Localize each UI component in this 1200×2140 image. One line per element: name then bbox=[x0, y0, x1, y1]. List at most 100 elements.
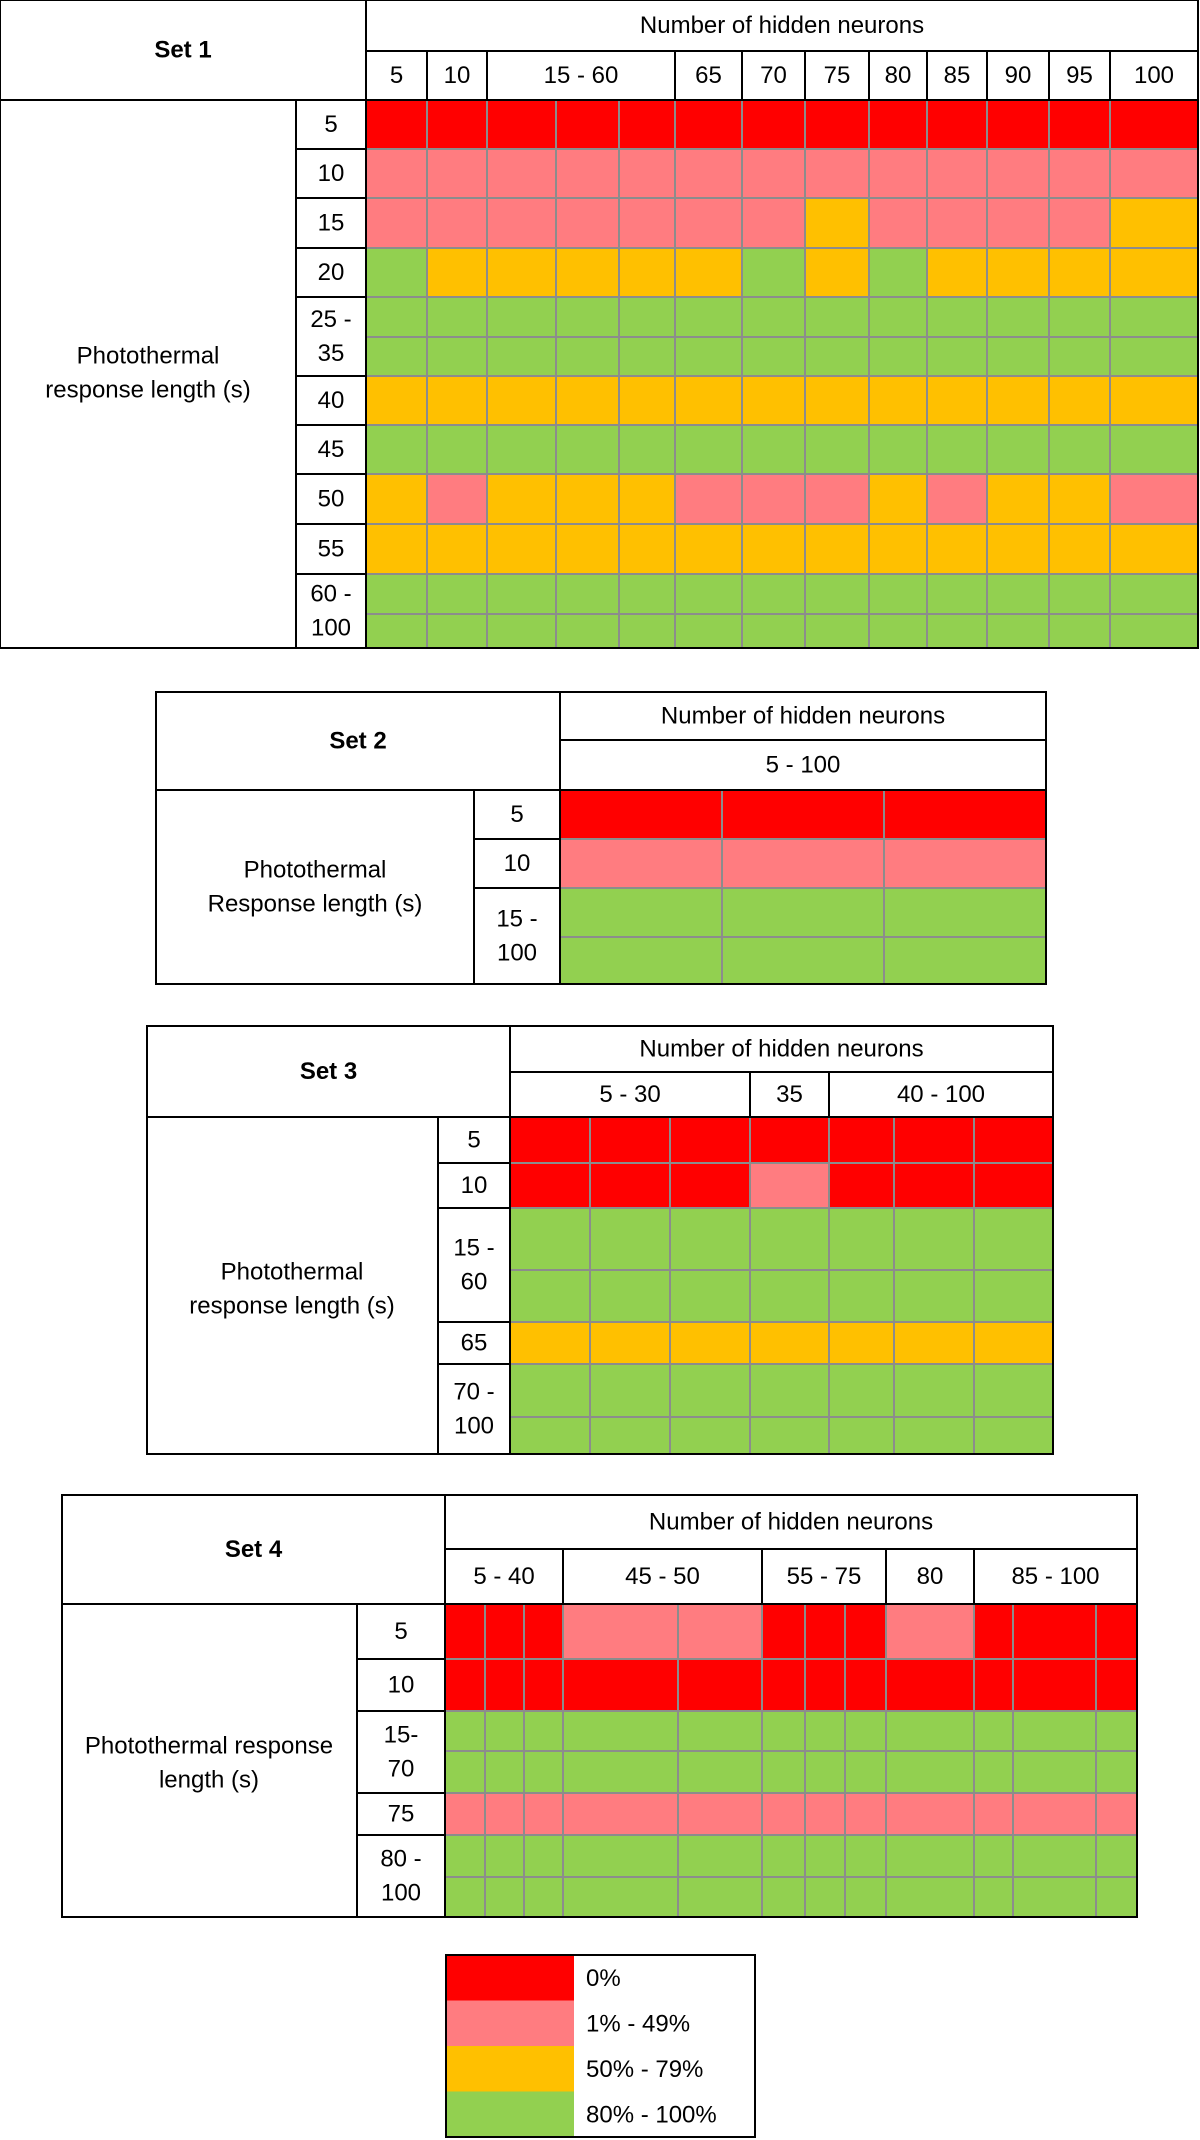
heatmap-cell bbox=[927, 100, 987, 149]
y-tick-label-line: 15- bbox=[384, 1721, 419, 1748]
y-tick-label-line: 40 bbox=[318, 387, 345, 414]
y-tick-label: 45 bbox=[318, 436, 345, 463]
heatmap-cell bbox=[445, 1793, 485, 1835]
heatmap-cell bbox=[1110, 614, 1198, 648]
heatmap-cell bbox=[1013, 1751, 1096, 1793]
heatmap-cell bbox=[927, 248, 987, 297]
y-tick-label: 25 - 35 bbox=[310, 306, 351, 367]
heatmap-set-3: Set 3 Number of hidden neurons 5 - 30 35 40 … bbox=[146, 1025, 1054, 1455]
heatmap-set-2: Set 2 Number of hidden neurons 5 - 100 Phot… bbox=[155, 691, 1047, 985]
heatmap-cell bbox=[805, 1659, 845, 1711]
y-tick-label-line: 15 - bbox=[453, 1234, 494, 1261]
heatmap-cell bbox=[750, 1208, 829, 1270]
heatmap-cell bbox=[884, 790, 1046, 839]
y-tick-label-line: 15 bbox=[318, 209, 345, 236]
heatmap-cell bbox=[886, 1659, 974, 1711]
heatmap-cell bbox=[678, 1877, 762, 1917]
set-title: Set 3 bbox=[300, 1058, 357, 1085]
heatmap-cell bbox=[845, 1877, 886, 1917]
legend-swatch bbox=[446, 1955, 574, 2001]
x-tick-label: 5 bbox=[390, 62, 403, 89]
heatmap-cell bbox=[563, 1751, 678, 1793]
heatmap-cell bbox=[869, 100, 927, 149]
heatmap-cell bbox=[1110, 337, 1198, 376]
legend: 0% 1% - 49% 50% - 79% 80% - 100% bbox=[445, 1954, 756, 2138]
heatmap-cell bbox=[974, 1751, 1013, 1793]
heatmap-cell bbox=[987, 100, 1049, 149]
heatmap-cell bbox=[927, 149, 987, 198]
legend-swatch bbox=[446, 2091, 574, 2137]
heatmap-cell bbox=[845, 1659, 886, 1711]
heatmap-cell bbox=[560, 790, 722, 839]
heatmap-cell bbox=[675, 297, 742, 337]
heatmap-cell bbox=[722, 888, 884, 937]
heatmap-cell bbox=[974, 1208, 1053, 1270]
heatmap-cell bbox=[427, 474, 487, 524]
heatmap-cell bbox=[722, 937, 884, 984]
heatmap-cell bbox=[510, 1163, 590, 1208]
heatmap-cell bbox=[678, 1711, 762, 1751]
heatmap-cell bbox=[427, 337, 487, 376]
y-tick-label: 80 - 100 bbox=[380, 1845, 421, 1906]
y-axis-title-line: response length (s) bbox=[45, 376, 250, 403]
y-tick-label-line: 60 bbox=[461, 1268, 488, 1295]
legend-label: 0% bbox=[586, 1965, 621, 1992]
table-border bbox=[0, 0, 1199, 649]
heatmap-cell bbox=[366, 614, 427, 648]
heatmap-cell bbox=[987, 149, 1049, 198]
x-tick-label: 15 - 60 bbox=[544, 62, 619, 89]
heatmap-cell bbox=[487, 100, 556, 149]
heatmap-cell bbox=[845, 1793, 886, 1835]
heatmap-cell bbox=[556, 149, 619, 198]
x-axis-title: Number of hidden neurons bbox=[661, 702, 945, 729]
heatmap-cell bbox=[1013, 1835, 1096, 1877]
heatmap-cell bbox=[670, 1208, 750, 1270]
heatmap-cell bbox=[805, 149, 869, 198]
heatmap-cell bbox=[1096, 1835, 1137, 1877]
heatmap-cell bbox=[560, 839, 722, 888]
heatmap-cell bbox=[675, 337, 742, 376]
heatmap-cell bbox=[619, 474, 675, 524]
heatmap-cell bbox=[884, 839, 1046, 888]
heatmap-cell bbox=[805, 337, 869, 376]
heatmap-cell bbox=[987, 614, 1049, 648]
heatmap-cell bbox=[742, 524, 805, 574]
heatmap-cell bbox=[366, 248, 427, 297]
y-axis-title-line: Photothermal bbox=[77, 342, 220, 369]
x-tick-label: 5 - 100 bbox=[766, 751, 841, 778]
x-tick-label: 95 bbox=[1066, 62, 1093, 89]
heatmap-cell bbox=[742, 614, 805, 648]
y-tick-label: 60 - 100 bbox=[310, 580, 351, 641]
table-border bbox=[146, 1025, 1054, 1455]
heatmap-cell bbox=[590, 1364, 670, 1417]
heatmap-cell bbox=[1049, 524, 1110, 574]
heatmap-cell bbox=[675, 198, 742, 248]
heatmap-cell bbox=[1096, 1711, 1137, 1751]
heatmap-cell bbox=[829, 1163, 894, 1208]
heatmap-cell bbox=[619, 100, 675, 149]
x-axis-title: Number of hidden neurons bbox=[639, 1035, 923, 1062]
heatmap-cell bbox=[619, 524, 675, 574]
heatmap-cell bbox=[869, 198, 927, 248]
heatmap-cell bbox=[510, 1364, 590, 1417]
table-border bbox=[155, 691, 1047, 985]
heatmap-cell bbox=[1110, 149, 1198, 198]
y-tick-label: 20 bbox=[318, 259, 345, 286]
x-tick-label: 80 bbox=[917, 1563, 944, 1590]
heatmap-cell bbox=[987, 297, 1049, 337]
heatmap-cell bbox=[675, 149, 742, 198]
heatmap-cell bbox=[1096, 1793, 1137, 1835]
x-tick-label: 55 - 75 bbox=[787, 1563, 862, 1590]
y-tick-label-line: 70 bbox=[388, 1755, 415, 1782]
heatmap-cell bbox=[675, 524, 742, 574]
heatmap-cell bbox=[762, 1877, 805, 1917]
heatmap-cell bbox=[894, 1270, 974, 1322]
y-tick-label-line: 10 bbox=[504, 850, 531, 877]
heatmap-cell bbox=[563, 1659, 678, 1711]
heatmap-cell bbox=[563, 1604, 678, 1659]
heatmap-cell bbox=[1096, 1877, 1137, 1917]
x-tick-label: 5 - 40 bbox=[473, 1563, 534, 1590]
heatmap-cell bbox=[487, 198, 556, 248]
legend-swatch bbox=[446, 2000, 574, 2046]
heatmap-cell bbox=[1110, 297, 1198, 337]
